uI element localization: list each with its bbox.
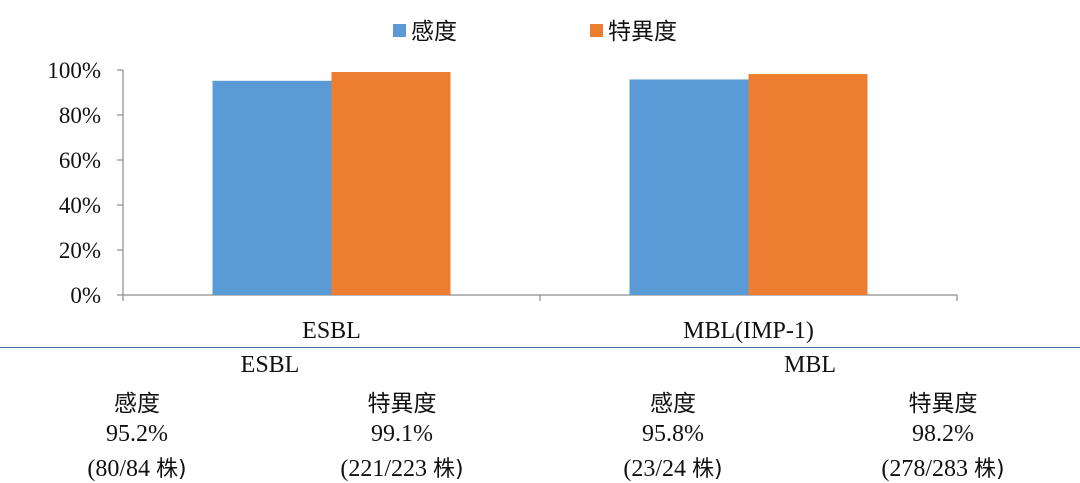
bar-specificity-0 bbox=[331, 72, 451, 296]
axes: 0% 20% 40% 60% 80% 100% bbox=[47, 58, 958, 308]
count-fraction: (221/223 bbox=[340, 456, 428, 482]
count-unit: 株) bbox=[692, 457, 723, 482]
y-tick-label: 20% bbox=[59, 238, 101, 263]
table-value-mbl-specificity: 98.2% bbox=[912, 421, 974, 447]
table-value-esbl-sensitivity: 95.2% bbox=[106, 421, 168, 447]
table-header-esbl-specificity: 特異度 bbox=[367, 391, 437, 417]
table-group-esbl: ESBL bbox=[240, 352, 300, 378]
y-tick-label: 40% bbox=[59, 193, 101, 218]
count-unit: 株) bbox=[974, 457, 1005, 482]
table-header-esbl-sensitivity: 感度 bbox=[114, 391, 160, 417]
count-unit: 株) bbox=[156, 457, 187, 482]
count-fraction: (80/84 bbox=[87, 456, 151, 482]
table-header-mbl-sensitivity: 感度 bbox=[650, 391, 696, 417]
y-tick-label: 80% bbox=[59, 103, 101, 128]
count-fraction: (278/283 bbox=[881, 456, 969, 482]
table-count-esbl-specificity: (221/223 株) bbox=[340, 451, 463, 483]
legend-swatch bbox=[393, 24, 406, 37]
y-tick-label: 0% bbox=[70, 283, 101, 308]
bar-sensitivity-0 bbox=[212, 80, 332, 295]
x-tick-label: MBL(IMP-1) bbox=[683, 318, 814, 344]
table-value-esbl-specificity: 99.1% bbox=[371, 421, 433, 447]
bar-sensitivity-1 bbox=[629, 79, 749, 295]
table-value-mbl-sensitivity: 95.8% bbox=[642, 421, 704, 447]
legend-label: 感度 bbox=[411, 19, 457, 45]
x-tick-label: ESBL bbox=[302, 318, 361, 344]
x-tick-labels: ESBL MBL(IMP-1) bbox=[302, 318, 814, 344]
bars bbox=[212, 72, 868, 296]
table-divider bbox=[0, 347, 1080, 348]
table-count-mbl-sensitivity: (23/24 株) bbox=[623, 451, 722, 483]
bar-chart: 感度 特異度 0% 20% 40% 60% 80% 100% ESBL MBL(IMP-1) bbox=[47, 19, 958, 344]
bar-specificity-1 bbox=[748, 74, 868, 295]
y-tick-label: 100% bbox=[47, 58, 101, 83]
y-tick-label: 60% bbox=[59, 148, 101, 173]
count-fraction: (23/24 bbox=[623, 456, 687, 482]
legend: 感度 特異度 bbox=[393, 19, 677, 45]
table-header-mbl-specificity: 特異度 bbox=[908, 391, 978, 417]
table-group-mbl: MBL bbox=[783, 352, 837, 378]
legend-label: 特異度 bbox=[608, 19, 677, 45]
table-count-mbl-specificity: (278/283 株) bbox=[881, 451, 1004, 483]
count-unit: 株) bbox=[433, 457, 464, 482]
legend-swatch bbox=[590, 24, 603, 37]
table-count-esbl-sensitivity: (80/84 株) bbox=[87, 451, 186, 483]
